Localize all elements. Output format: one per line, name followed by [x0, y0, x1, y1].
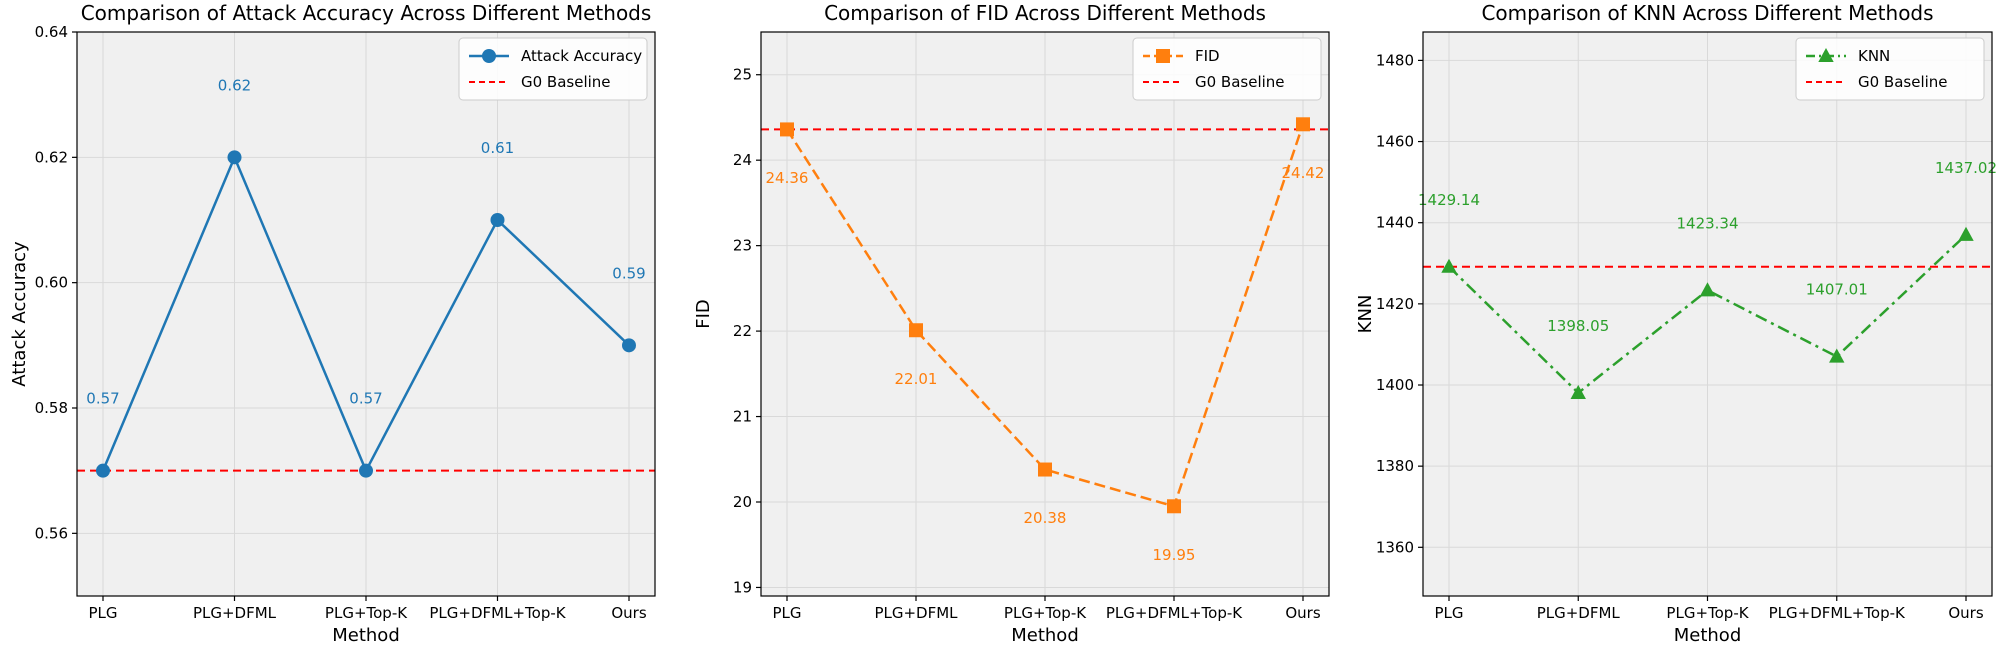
legend: Attack Accuracy G0 Baseline — [458, 37, 648, 101]
y-tick-label: 20 — [733, 493, 752, 511]
data-label: 0.57 — [86, 390, 119, 408]
data-label: 20.38 — [1024, 509, 1067, 527]
data-label: 22.01 — [895, 370, 938, 388]
data-label: 0.62 — [218, 76, 251, 94]
data-label: 0.61 — [481, 139, 514, 157]
legend-series-marker[interactable] — [482, 49, 496, 63]
chart-panel-1: 0.57 0.62 0.57 0.61 0.59 0.56 0.58 0.60 0.62 0.64… — [9, 1, 656, 646]
x-tick-label: Ours — [611, 604, 646, 622]
x-tick-label: PLG+Top-K — [1666, 604, 1749, 622]
x-tick-label: Ours — [1285, 604, 1320, 622]
data-label: 0.57 — [349, 390, 382, 408]
x-tick-label: Ours — [1948, 604, 1983, 622]
y-tick-label: 0.60 — [35, 274, 68, 292]
legend-series-label: KNN — [1858, 47, 1890, 65]
x-tick-label: PLG+DFML+Top-K — [1106, 604, 1243, 622]
legend-baseline-label: G0 Baseline — [521, 73, 611, 91]
x-tick-label: PLG+Top-K — [325, 604, 408, 622]
data-point-1[interactable] — [96, 463, 110, 478]
x-axis-label: Method — [1674, 625, 1742, 646]
x-tick-label: PLG — [1434, 604, 1463, 622]
data-label: 19.95 — [1153, 546, 1196, 564]
y-tick-label: 1440 — [1376, 214, 1414, 232]
legend-series-marker[interactable] — [1818, 47, 1834, 63]
x-axis-label: Method — [1011, 625, 1079, 646]
legend-box — [1795, 37, 1985, 101]
y-tick-label: 19 — [733, 578, 752, 596]
data-point-5[interactable] — [622, 338, 636, 353]
y-tick-label: 22 — [733, 322, 752, 340]
y-tick-label: 1400 — [1376, 376, 1414, 394]
data-label: 1407.01 — [1806, 281, 1868, 299]
data-point-3[interactable] — [1699, 282, 1716, 297]
legend: FID G0 Baseline — [1132, 37, 1322, 101]
series-line — [1448, 233, 1967, 395]
x-tick-label: PLG+Top-K — [1004, 604, 1087, 622]
data-point-1[interactable] — [780, 122, 794, 137]
data-label: 24.36 — [766, 169, 809, 187]
x-tick-label: PLG+DFML — [1537, 604, 1621, 622]
x-tick-label: PLG+DFML — [874, 604, 958, 622]
y-tick-label: 1460 — [1376, 133, 1414, 151]
x-tick-label: PLG+DFML+Top-K — [429, 604, 566, 622]
data-point-3[interactable] — [1038, 462, 1052, 477]
chart-title: Comparison of FID Across Different Metho… — [824, 1, 1266, 25]
chart-title: Comparison of KNN Across Different Metho… — [1481, 1, 1933, 25]
y-axis-label: FID — [693, 299, 714, 329]
y-tick-label: 25 — [733, 66, 752, 84]
data-point-4[interactable] — [490, 213, 505, 227]
data-label: 1423.34 — [1676, 214, 1738, 232]
x-tick-label: PLG — [88, 604, 117, 622]
data-point-2[interactable] — [227, 150, 242, 165]
data-point-4[interactable] — [1167, 499, 1181, 514]
y-tick-label: 23 — [733, 237, 752, 255]
legend-box — [1132, 37, 1322, 101]
data-label: 1437.02 — [1935, 159, 1997, 177]
legend: KNN G0 Baseline — [1795, 37, 1985, 101]
legend-series-label: Attack Accuracy — [521, 47, 642, 65]
data-point-4[interactable] — [1829, 348, 1845, 363]
y-tick-label: 1360 — [1376, 538, 1414, 556]
y-tick-label: 0.62 — [35, 148, 68, 166]
x-axis-label: Method — [332, 625, 400, 646]
legend-series-marker[interactable] — [1156, 49, 1170, 63]
data-point-2[interactable] — [909, 323, 923, 338]
y-tick-label: 0.56 — [35, 524, 68, 542]
y-tick-label: 1480 — [1376, 51, 1414, 69]
data-point-3[interactable] — [359, 463, 373, 478]
y-axis-label: Attack Accuracy — [9, 241, 30, 387]
data-label: 1398.05 — [1547, 317, 1609, 335]
y-tick-label: 1420 — [1376, 295, 1414, 313]
y-tick-label: 0.58 — [35, 399, 68, 417]
chart-panel-3: 1429.14 1398.05 1423.34 1407.01 1437.02 1360 1… — [1355, 1, 1997, 646]
legend-box — [458, 37, 648, 101]
chart-panel-2: 24.36 22.01 20.38 19.95 24.42 19 20 21 22 23 24 25 P… — [693, 1, 1330, 646]
series-line — [785, 123, 1305, 508]
x-tick-label: PLG — [772, 604, 801, 622]
data-point-5[interactable] — [1958, 226, 1974, 241]
data-point-1[interactable] — [1441, 258, 1457, 273]
x-tick-label: PLG+DFML — [193, 604, 277, 622]
chart-title: Comparison of Attack Accuracy Across Dif… — [81, 1, 652, 25]
y-tick-label: 21 — [733, 408, 752, 426]
data-point-5[interactable] — [1296, 117, 1310, 132]
legend-baseline-label: G0 Baseline — [1195, 73, 1285, 91]
legend-baseline-label: G0 Baseline — [1858, 73, 1948, 91]
y-tick-label: 0.64 — [35, 23, 68, 41]
data-point-2[interactable] — [1570, 384, 1586, 399]
data-label: 0.59 — [612, 264, 645, 282]
data-label: 24.42 — [1282, 164, 1325, 182]
data-label: 1429.14 — [1418, 191, 1480, 209]
y-axis-label: KNN — [1355, 295, 1376, 334]
legend-series-label: FID — [1195, 47, 1220, 65]
x-tick-label: PLG+DFML+Top-K — [1769, 604, 1906, 622]
y-tick-label: 24 — [733, 151, 752, 169]
y-tick-label: 1380 — [1376, 457, 1414, 475]
